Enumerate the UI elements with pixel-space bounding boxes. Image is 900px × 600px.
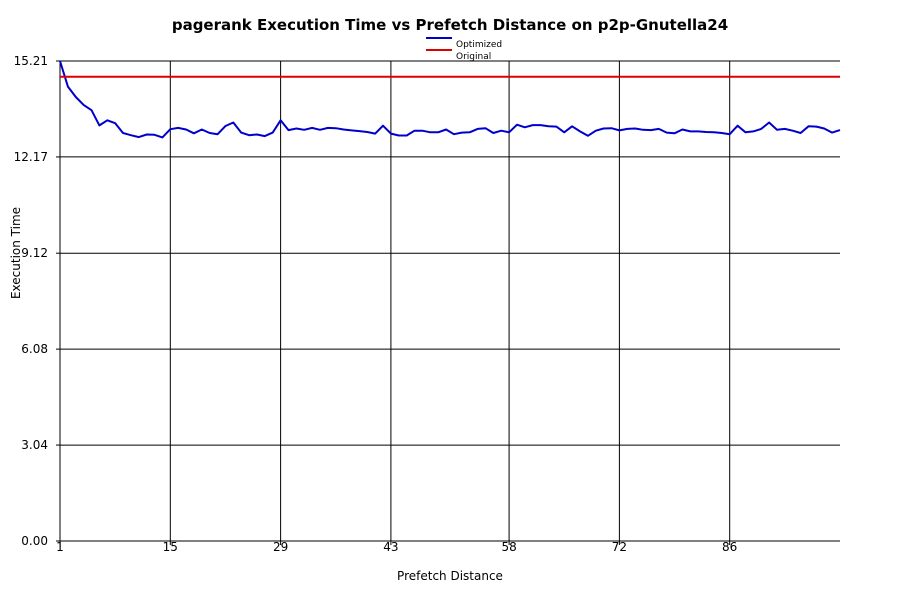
- series-lines: [59, 60, 841, 139]
- legend-label-optimized: Optimized: [456, 40, 502, 50]
- x-tick-label: 29: [273, 540, 288, 554]
- x-tick-label: 86: [722, 540, 737, 554]
- x-tick-labels: 1 15 29 43 58 72 86: [56, 540, 737, 554]
- y-axis-label: Execution Time: [9, 207, 23, 299]
- y-tick-label: 12.17: [14, 150, 48, 164]
- grid: [60, 60, 840, 541]
- y-tick-label: 3.04: [21, 438, 48, 452]
- legend: Optimized Original: [426, 37, 502, 62]
- y-tick-label: 9.12: [21, 246, 48, 260]
- y-tick-label: 15.21: [14, 54, 48, 68]
- x-tick-label: 72: [612, 540, 627, 554]
- x-tick-label: 58: [501, 540, 516, 554]
- legend-label-original: Original: [456, 52, 491, 62]
- x-tick-label: 15: [163, 540, 178, 554]
- x-tick-label: 43: [383, 540, 398, 554]
- y-tick-label: 6.08: [21, 342, 48, 356]
- y-tick-labels: 0.00 3.04 6.08 9.12 12.17 15.21: [14, 54, 48, 548]
- axes: [56, 60, 840, 545]
- x-axis-label: Prefetch Distance: [397, 569, 503, 583]
- series-line-optimized: [59, 60, 841, 139]
- y-tick-label: 0.00: [21, 534, 48, 548]
- x-tick-label: 1: [56, 540, 64, 554]
- chart-title: pagerank Execution Time vs Prefetch Dist…: [172, 16, 728, 34]
